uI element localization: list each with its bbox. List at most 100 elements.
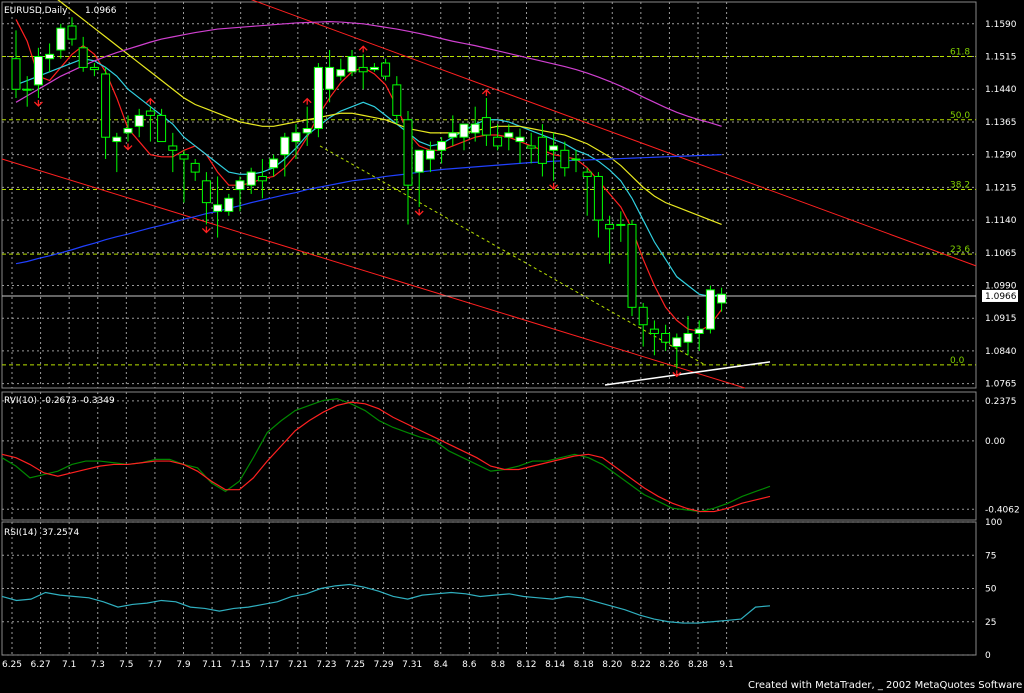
x-tick-label: 7.15 — [231, 660, 251, 670]
candle-body — [123, 127, 133, 134]
candle-body — [369, 66, 379, 71]
rsi-tick-label: 50 — [985, 585, 997, 595]
rvi-value-2: -0.3349 — [80, 396, 115, 406]
symbol-label: EURUSD,Daily — [4, 6, 68, 16]
current-price-tag-bg — [982, 289, 1018, 302]
fib-level-label: 61.8 — [950, 48, 970, 58]
price-tick-label: 1.1365 — [985, 118, 1017, 128]
fractal-up-arrow — [358, 45, 368, 53]
rvi-line — [1, 401, 771, 513]
candle-body — [694, 328, 704, 334]
candle-body — [313, 66, 323, 129]
candle-body — [358, 66, 368, 73]
x-tick-label: 7.7 — [148, 660, 162, 670]
candle-body — [56, 27, 66, 51]
fib-level-label: 23.6 — [950, 245, 970, 255]
moving-average-line — [15, 154, 722, 265]
price-tick-label: 1.0765 — [985, 380, 1017, 390]
x-tick-label: 6.27 — [31, 660, 51, 670]
rvi-tick-label: 0.00 — [985, 437, 1005, 447]
x-tick-label: 8.6 — [462, 660, 477, 670]
candle-body — [291, 132, 301, 143]
x-tick-label: 9.1 — [719, 660, 733, 670]
last-price-label: 1.0966 — [85, 6, 117, 16]
candle-body — [190, 162, 200, 173]
candle-body — [470, 123, 480, 134]
candle-body — [437, 141, 447, 151]
labels: 6.25 6.27 7.1 7.3 7.5 7.7 7.9 7.11 7.15 7.17 7.21 7… — [2, 20, 1020, 670]
candle-body — [459, 123, 469, 138]
candle-body — [89, 66, 99, 71]
moving-average-line — [15, 21, 722, 127]
candle-body — [504, 132, 514, 138]
rvi-tick-label: 0.2375 — [985, 397, 1017, 407]
x-tick-label: 7.17 — [259, 660, 279, 670]
candle-body — [649, 328, 659, 334]
candle-body — [672, 337, 682, 348]
rvi-tick-label: -0.4062 — [985, 505, 1020, 515]
rsi-tick-label: 25 — [985, 618, 996, 628]
rsi-value: 37.2574 — [42, 528, 79, 538]
candle-body — [582, 171, 592, 177]
price-tick-label: 1.1290 — [985, 151, 1017, 161]
candle-body — [481, 117, 491, 136]
price-tick-label: 1.1515 — [985, 53, 1017, 63]
rsi-tick-label: 100 — [985, 518, 1002, 528]
fractal-down-arrow — [414, 208, 424, 216]
candle-body — [336, 69, 346, 77]
candle-body — [403, 119, 413, 186]
candle-body — [705, 289, 715, 330]
candle-body — [246, 171, 256, 186]
candle-body — [593, 175, 603, 221]
candle-body — [515, 136, 525, 143]
candle-body — [414, 149, 424, 173]
rsi-tick-label: 0 — [985, 651, 991, 661]
support-line — [604, 361, 771, 386]
candle-body — [22, 88, 32, 91]
candle-body — [325, 66, 335, 90]
rsi-line — [1, 583, 771, 624]
price-tick-label: 1.0990 — [985, 282, 1017, 292]
x-tick-label: 7.29 — [374, 660, 394, 670]
candle-body — [493, 136, 503, 147]
candle-body — [616, 223, 626, 226]
candle-body — [112, 136, 122, 143]
candle-body — [526, 145, 536, 149]
fib-level-label: 0.0 — [950, 356, 965, 366]
price-tick-label: 1.0915 — [985, 314, 1017, 324]
candle-body — [683, 332, 693, 343]
fractal-down-arrow — [201, 226, 211, 234]
current-price-tag: 1.0966 — [985, 292, 1017, 302]
candle-body — [224, 197, 234, 212]
candle-body — [134, 114, 144, 127]
price-tick-label: 1.1065 — [985, 249, 1017, 259]
moving-average-line — [57, 0, 722, 225]
x-tick-label: 8.20 — [602, 660, 622, 670]
moving-average-line — [15, 19, 723, 332]
panel-frame — [1, 391, 977, 521]
candle-body — [302, 127, 312, 134]
indicators — [1, 398, 771, 624]
price-tick-label: 1.1440 — [985, 85, 1017, 95]
candle-body — [448, 132, 458, 138]
candle-body — [257, 175, 267, 182]
x-tick-label: 6.25 — [2, 660, 22, 670]
x-tick-label: 7.3 — [91, 660, 105, 670]
overlays — [1, 0, 977, 389]
candle-body — [537, 136, 547, 164]
x-tick-label: 7.5 — [119, 660, 133, 670]
x-tick-label: 8.12 — [516, 660, 536, 670]
candle-body — [179, 154, 189, 160]
candle-body — [549, 145, 559, 151]
x-tick-label: 8.18 — [574, 660, 594, 670]
fib-level-label: 50.0 — [950, 111, 970, 121]
fractal-down-arrow — [672, 370, 682, 378]
x-tick-label: 8.14 — [545, 660, 565, 670]
x-tick-label: 8.22 — [631, 660, 651, 670]
candle-body — [425, 149, 435, 160]
x-tick-label: 7.23 — [316, 660, 336, 670]
candle-body — [381, 62, 391, 77]
price-tick-label: 1.1215 — [985, 183, 1017, 193]
